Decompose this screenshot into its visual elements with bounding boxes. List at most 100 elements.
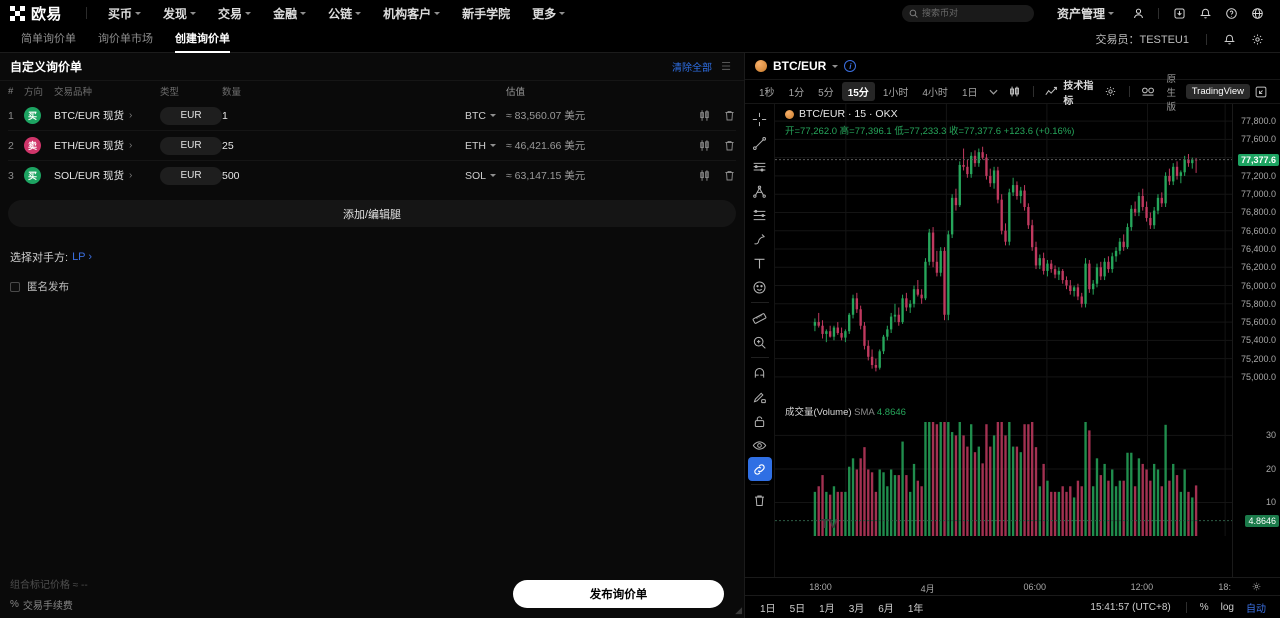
page-tab-0[interactable]: 简单询价单 xyxy=(21,32,76,45)
candlestick-icon[interactable] xyxy=(698,139,711,152)
nav-item-7[interactable]: 更多 xyxy=(521,5,576,22)
type-pill[interactable]: EUR xyxy=(160,166,222,185)
percent-scale-button[interactable]: % xyxy=(1199,601,1209,613)
nav-item-3[interactable]: 金融 xyxy=(262,5,317,22)
publish-rfq-button[interactable]: 发布询价单 xyxy=(513,580,724,608)
user-icon[interactable] xyxy=(1125,2,1151,24)
row-direction[interactable]: 卖 xyxy=(24,137,54,154)
chevron-right-icon[interactable]: › xyxy=(129,170,133,181)
nav-item-5[interactable]: 机构客户 xyxy=(372,5,451,22)
globe-icon[interactable] xyxy=(1244,2,1270,24)
page-tab-1[interactable]: 询价单市场 xyxy=(98,32,153,45)
ruler-tool-icon[interactable] xyxy=(748,306,772,330)
fullscreen-icon[interactable] xyxy=(1250,86,1272,98)
zoom-tool-icon[interactable] xyxy=(748,330,772,354)
emoji-tool-icon[interactable] xyxy=(748,275,772,299)
add-leg-button[interactable]: 添加/编辑腿 xyxy=(8,200,736,227)
row-direction[interactable]: 买 xyxy=(24,107,54,124)
trash-tool-icon[interactable] xyxy=(748,488,772,512)
settings-gear-icon[interactable] xyxy=(1244,28,1270,50)
row-direction[interactable]: 买 xyxy=(24,167,54,184)
row-unit-selector[interactable]: ETH xyxy=(444,140,496,152)
row-unit-selector[interactable]: BTC xyxy=(444,110,496,122)
help-icon[interactable] xyxy=(1218,2,1244,24)
row-instrument[interactable]: SOL/EUR 现货 › xyxy=(54,168,160,183)
time-axis[interactable]: 18:00 4月 06:00 12:00 18: xyxy=(745,577,1232,595)
candlestick-type-icon[interactable] xyxy=(1003,85,1026,98)
nav-item-4[interactable]: 公链 xyxy=(317,5,372,22)
direction-badge[interactable]: 买 xyxy=(24,107,41,124)
chevron-down-icon[interactable] xyxy=(490,174,496,177)
nav-item-6[interactable]: 新手学院 xyxy=(451,5,521,22)
row-unit-selector[interactable]: SOL xyxy=(444,170,496,182)
panel-menu-icon[interactable]: ☰ xyxy=(721,61,731,73)
direction-badge[interactable]: 买 xyxy=(24,167,41,184)
direction-badge[interactable]: 卖 xyxy=(24,137,41,154)
range-button-2[interactable]: 1月 xyxy=(819,603,835,615)
timeframe-1分[interactable]: 1分 xyxy=(788,88,805,99)
pitchfork-tool-icon[interactable] xyxy=(748,179,772,203)
okx-logo[interactable]: 欧易 xyxy=(10,3,62,24)
anonymous-publish-row[interactable]: 匿名发布 xyxy=(10,279,744,294)
chart-settings-gear-icon[interactable] xyxy=(1099,85,1122,98)
chevron-right-icon[interactable]: › xyxy=(129,110,133,121)
link-tool-icon[interactable] xyxy=(747,457,772,481)
trend-line-tool-icon[interactable] xyxy=(748,131,772,155)
table-row[interactable]: 2卖 ETH/EUR 现货 › EUR ETH ≈ 46,421.66 美元 xyxy=(8,131,736,160)
text-tool-icon[interactable] xyxy=(748,251,772,275)
magnet-tool-icon[interactable] xyxy=(748,361,772,385)
chevron-down-icon[interactable] xyxy=(832,64,839,68)
range-button-4[interactable]: 6月 xyxy=(878,603,894,615)
brush-tool-icon[interactable] xyxy=(748,227,772,251)
counterparty-value[interactable]: LP › xyxy=(72,251,92,263)
type-pill[interactable]: EUR xyxy=(160,136,222,155)
crosshair-tool-icon[interactable] xyxy=(748,107,772,131)
range-button-3[interactable]: 3月 xyxy=(848,603,865,615)
row-quantity[interactable] xyxy=(222,139,444,152)
chart-layout-icon[interactable] xyxy=(1136,86,1160,98)
range-button-1[interactable]: 5日 xyxy=(789,603,806,615)
nav-item-1[interactable]: 发现 xyxy=(152,5,207,22)
assets-menu[interactable]: 资产管理 xyxy=(1046,5,1125,22)
delete-row-icon[interactable] xyxy=(723,109,736,122)
chevron-down-icon[interactable] xyxy=(490,114,496,117)
eye-visibility-tool-icon[interactable] xyxy=(748,433,772,457)
draw-mode-tool-icon[interactable] xyxy=(748,385,772,409)
lock-tool-icon[interactable] xyxy=(748,409,772,433)
chart-canvas[interactable]: BTC/EUR · 15 · OKX 开=77,262.0 高=77,396.1… xyxy=(775,104,1232,577)
type-pill[interactable]: EUR xyxy=(160,106,222,125)
mode-native-button[interactable]: 原生版 xyxy=(1166,73,1176,113)
indicators-icon[interactable] xyxy=(1040,85,1063,98)
chevron-down-icon[interactable] xyxy=(490,144,496,147)
price-axis[interactable]: 77,800.077,600.077,400.077,200.077,000.0… xyxy=(1232,104,1280,577)
resize-handle[interactable]: ◢ xyxy=(735,605,742,615)
timeframe-1秒[interactable]: 1秒 xyxy=(759,88,775,99)
search-input[interactable] xyxy=(921,8,1027,18)
alert-bell-icon[interactable] xyxy=(1216,28,1242,50)
axis-settings-icon[interactable] xyxy=(1232,577,1280,595)
table-row[interactable]: 1买 BTC/EUR 现货 › EUR BTC ≈ 83,560.07 美元 xyxy=(8,101,736,130)
clear-all-button[interactable]: 清除全部 xyxy=(672,63,712,74)
row-quantity[interactable] xyxy=(222,169,444,182)
horizontal-lines-tool-icon[interactable] xyxy=(748,155,772,179)
row-quantity[interactable] xyxy=(222,109,444,122)
row-instrument[interactable]: BTC/EUR 现货 › xyxy=(54,108,160,123)
timeframe-4小时[interactable]: 4小时 xyxy=(922,88,948,99)
quantity-input[interactable] xyxy=(222,169,444,182)
nav-item-0[interactable]: 买币 xyxy=(97,5,152,22)
delete-row-icon[interactable] xyxy=(723,139,736,152)
nav-item-2[interactable]: 交易 xyxy=(207,5,262,22)
delete-row-icon[interactable] xyxy=(723,169,736,182)
indicators-label[interactable]: 技术指标 xyxy=(1063,80,1094,107)
timeframe-1日[interactable]: 1日 xyxy=(961,88,978,99)
download-icon[interactable] xyxy=(1166,2,1192,24)
bell-icon[interactable] xyxy=(1192,2,1218,24)
page-tab-2[interactable]: 创建询价单 xyxy=(164,26,241,53)
candlestick-icon[interactable] xyxy=(698,109,711,122)
info-icon[interactable]: i xyxy=(844,60,857,72)
table-row[interactable]: 3买 SOL/EUR 现货 › EUR SOL ≈ 63,147.15 美元 xyxy=(8,161,736,190)
range-button-0[interactable]: 1日 xyxy=(760,603,776,615)
mode-tradingview-button[interactable]: TradingView xyxy=(1185,84,1250,99)
quantity-input[interactable] xyxy=(222,109,444,122)
auto-scale-button[interactable]: 自动 xyxy=(1246,603,1266,615)
